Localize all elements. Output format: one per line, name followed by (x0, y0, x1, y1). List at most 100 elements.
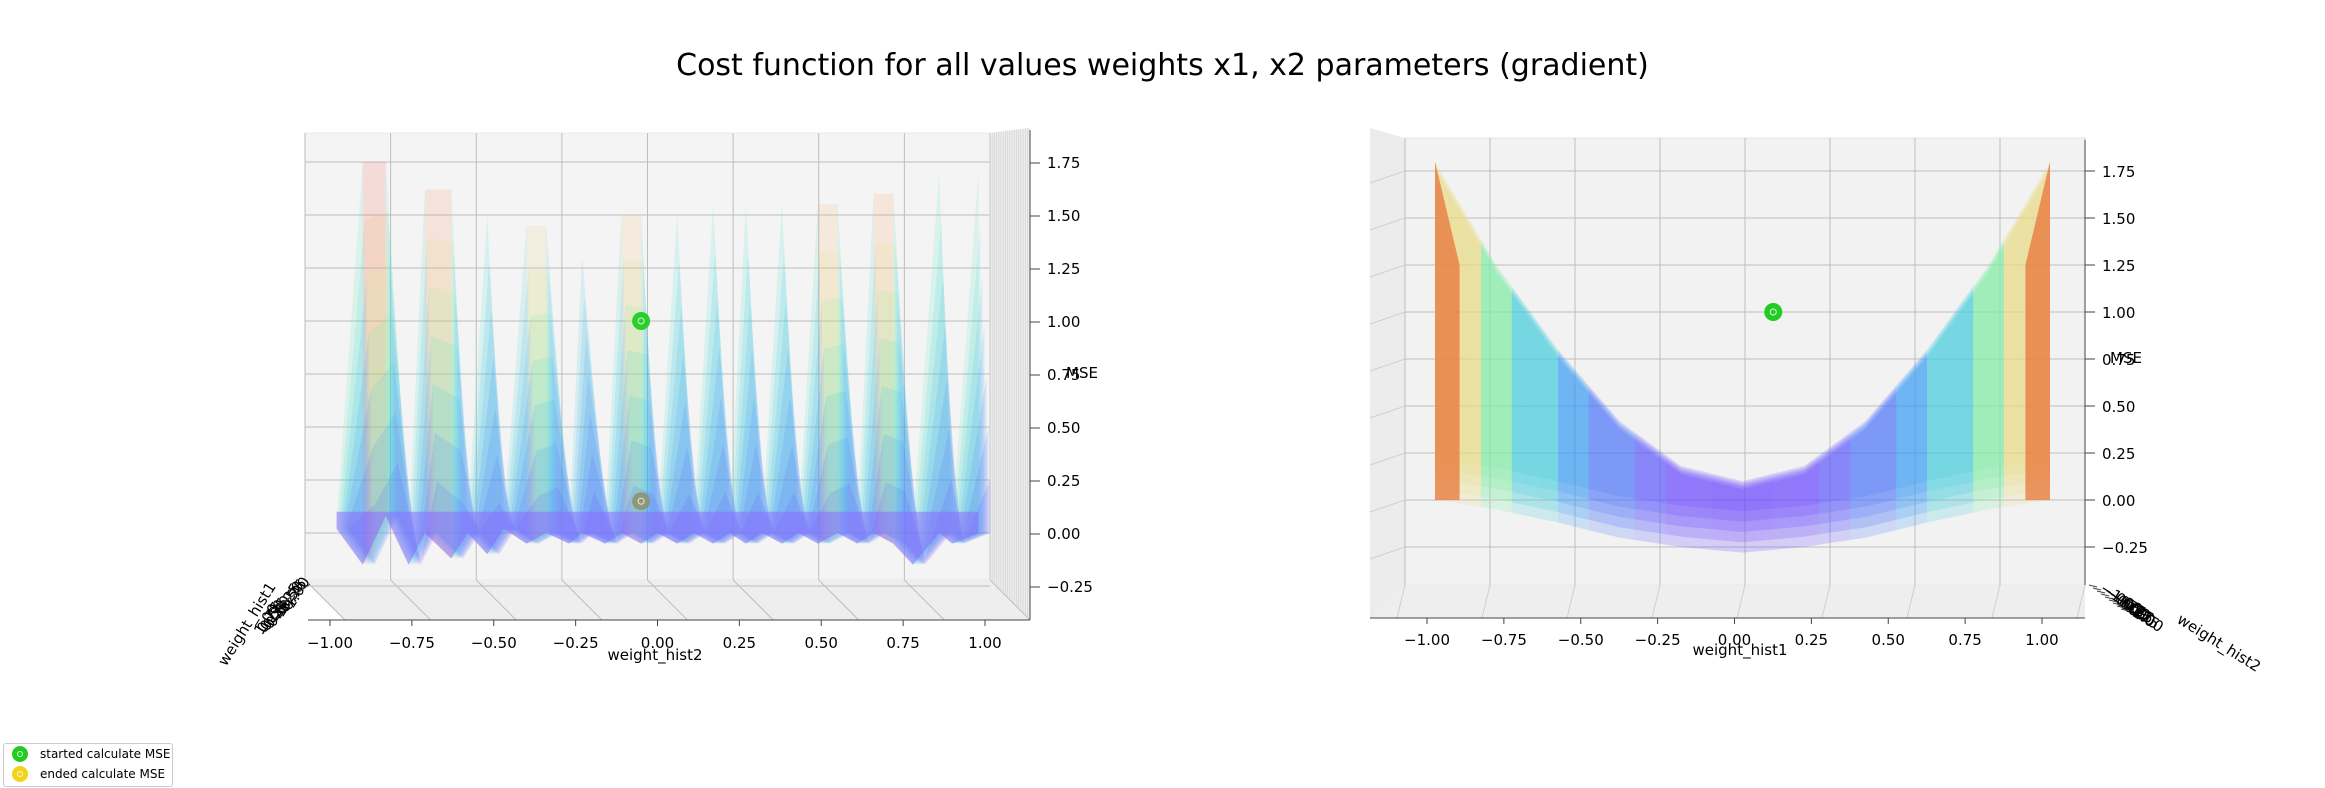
right-z-tick-label: 1.25 (2102, 257, 2135, 275)
left-z-tick-label: 1.75 (1047, 154, 1080, 172)
left-surface-facet (956, 274, 983, 544)
right-surface-facet (1650, 447, 1666, 524)
right-3d-chart: −1.00 −0.75 −0.50 −0.25 0.00 0.25 0.50 0.75 1.00… (1369, 128, 2264, 677)
left-surface-facet (865, 386, 882, 544)
left-surface-base (526, 511, 547, 544)
right-surface-facet (1804, 454, 1820, 547)
right-surface-facet (1650, 445, 1666, 535)
right-surface-facet (1942, 311, 1958, 499)
right-surface-facet (1558, 353, 1574, 506)
left-surface-facet (753, 396, 771, 544)
left-surface-facet (823, 344, 844, 544)
left-x-tick-label: −0.75 (389, 634, 435, 652)
right-surface-facet (1588, 389, 1605, 514)
left-surface-facet (469, 263, 490, 555)
left-z-tick-label: 0.50 (1047, 419, 1080, 437)
right-surface-facet (1481, 241, 1497, 500)
right-surface-facet (1696, 478, 1712, 509)
left-surface-facet (414, 335, 431, 565)
right-surface-facet (1727, 483, 1743, 522)
left-surface-facet (697, 300, 718, 544)
left-surface-base (621, 511, 642, 544)
right-y-tick-label: 1.00 (2129, 603, 2167, 636)
legend: started calculate MSE ended calculate MS… (3, 743, 173, 787)
left-surface-facet (471, 311, 492, 555)
right-y-tick (2104, 596, 2114, 600)
right-surface-facet (1665, 459, 1681, 527)
right-surface-facet (1880, 387, 1897, 524)
left-surface-facet (645, 308, 662, 544)
right-surface-facet (1542, 332, 1558, 502)
right-side-gridline (1369, 405, 1406, 419)
right-surface-facet (1819, 443, 1835, 545)
left-surface-facet (785, 300, 803, 544)
right-surface-facet (1942, 309, 1958, 509)
left-surface-facet (685, 401, 702, 544)
left-surface-base (798, 511, 818, 544)
legend-end-marker (12, 766, 28, 782)
left-surface-base (657, 511, 678, 544)
right-surface-facet (1819, 447, 1835, 524)
right-surface-facet (1634, 436, 1651, 522)
left-surface-facet (487, 215, 504, 555)
right-x-tick-label: −1.00 (1404, 631, 1450, 649)
right-surface-facet (1880, 385, 1897, 534)
left-surface-base (912, 511, 940, 565)
legend-item-end: ended calculate MSE (4, 764, 172, 784)
right-surface-facet (1542, 334, 1558, 492)
left-surface-facet (657, 215, 678, 544)
right-y-axis-label: weight_hist2 (2173, 610, 2264, 676)
left-surface-base (693, 511, 714, 544)
right-surface-facet (1711, 475, 1728, 541)
right-surface-facet (1788, 474, 1804, 508)
left-surface-facet (879, 337, 900, 544)
right-surface-facet (1634, 440, 1651, 501)
right-x-tick-label: 0.75 (1948, 631, 1981, 649)
right-surface-facet (1727, 477, 1743, 553)
right-surface-facet (1634, 432, 1651, 543)
right-x-tick-label: −0.25 (1635, 631, 1681, 649)
right-surface-facet (1727, 479, 1743, 543)
right-surface-facet (1711, 481, 1728, 510)
left-surface-facet (747, 252, 765, 544)
right-surface-facet (1527, 307, 1543, 520)
left-surface-facet (695, 252, 716, 544)
right-surface-facet (1957, 286, 1974, 516)
left-surface-base (729, 511, 746, 544)
right-z-tick-label: 1.75 (2102, 163, 2135, 181)
right-surface-facet (1619, 423, 1635, 530)
right-surface-facet (1634, 438, 1651, 512)
right-surface-facet (1558, 349, 1574, 527)
left-surface-facet (391, 312, 415, 565)
right-side-gridline (1369, 264, 1406, 278)
right-y-tick (2120, 608, 2130, 612)
left-surface-facet (467, 215, 488, 555)
left-surface-facet (770, 396, 790, 544)
right-surface-facet (2003, 215, 2020, 497)
left-surface-facet (679, 261, 696, 544)
right-surface-facet (1850, 421, 1866, 540)
left-point-center (637, 317, 645, 325)
right-floor-gridline (1396, 584, 1406, 619)
left-surface-base (385, 511, 409, 565)
left-surface-facet (681, 308, 698, 544)
right-floor-pane (1370, 585, 2085, 618)
right-floor-gridline (1651, 584, 1661, 619)
left-surface-facet (336, 162, 363, 565)
right-surface-facet (1834, 436, 1851, 522)
right-surface-facet (1927, 328, 1943, 523)
left-surface-facet (340, 276, 367, 565)
right-surface-facet (1865, 407, 1881, 517)
left-surface-facet (947, 376, 961, 544)
left-surface-facet (877, 289, 898, 544)
left-surface-facet (713, 204, 730, 544)
right-surface-facet (1927, 334, 1943, 492)
left-surface-facet (958, 325, 985, 544)
left-surface-facet (729, 204, 746, 544)
left-surface-facet (503, 225, 527, 544)
right-floor-gridline (1991, 584, 2001, 619)
right-surface-facet (1465, 219, 1482, 477)
left-surface-facet (584, 296, 608, 544)
right-surface-facet (1481, 239, 1497, 510)
right-surface-facet (1804, 459, 1820, 527)
